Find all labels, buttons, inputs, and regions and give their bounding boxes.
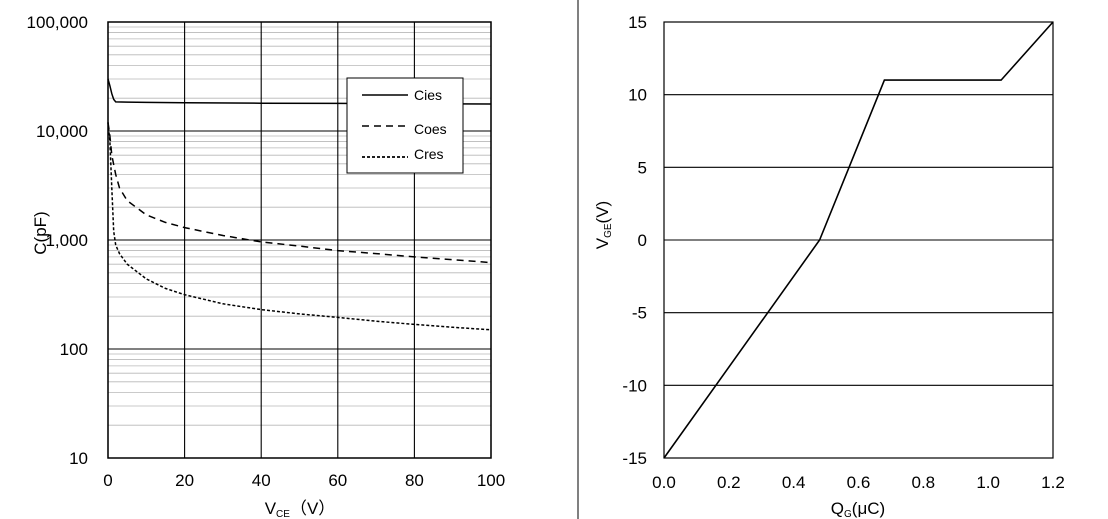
gate-charge-x-axis-label: QG(μC) [831,499,885,519]
legend-label-cres: Cres [414,146,444,162]
y-tick-label: -5 [632,304,647,323]
capacitance-x-axis-label: VCE（V） [265,499,336,519]
x-tick-label: 60 [328,471,347,490]
x-tick-label: 20 [175,471,194,490]
x-tick-label: 0.4 [782,473,806,492]
x-tick-label: 0.0 [652,473,676,492]
y-tick-label: 10 [628,86,647,105]
capacitance-chart: 0 20 40 60 80 100 10 100 1,000 10,000 100,000 Cie… [27,13,506,519]
gate-charge-series [663,21,1054,459]
capacitance-legend: Cies Coes Cres [346,77,464,174]
capacitance-y-axis-label: C(pF) [31,211,50,254]
gate-charge-y-axis-label: VGE(V) [593,201,614,249]
x-tick-label: 1.2 [1041,473,1065,492]
x-tick-label: 0.8 [912,473,936,492]
series-cres [107,122,492,331]
y-tick-label: 5 [638,158,647,177]
gate-charge-x-ticks: 0.0 0.2 0.4 0.6 0.8 1.0 1.2 [652,473,1065,492]
y-tick-label: 100,000 [27,13,88,32]
y-tick-label: 15 [628,13,647,32]
y-tick-label: -15 [622,449,647,468]
x-tick-label: 80 [405,471,424,490]
x-tick-label: 1.0 [976,473,1000,492]
capacitance-plot-frame [107,21,492,459]
gate-charge-y-ticks: -15 -10 -5 0 5 10 15 [622,13,647,468]
legend-label-cies: Cies [414,87,442,103]
legend-label-coes: Coes [414,121,447,137]
x-tick-label: 0.2 [717,473,741,492]
y-tick-label: 0 [638,231,647,250]
y-tick-label: 10 [69,449,88,468]
series-vge-curve [663,21,1054,459]
series-coes [107,122,492,264]
x-tick-label: 0.6 [847,473,871,492]
gate-charge-plot-frame [663,21,1054,459]
x-tick-label: 40 [252,471,271,490]
y-tick-label: 1,000 [45,231,88,250]
gate-charge-chart: 0.0 0.2 0.4 0.6 0.8 1.0 1.2 -15 -10 -5 0 5 10 15 QG(… [593,13,1065,519]
gate-charge-grid [664,21,1053,459]
capacitance-x-ticks: 0 20 40 60 80 100 [103,471,505,490]
x-tick-label: 0 [103,471,112,490]
y-tick-label: 10,000 [36,122,88,141]
x-tick-label: 100 [477,471,505,490]
capacitance-y-ticks: 10 100 1,000 10,000 100,000 [27,13,88,468]
y-tick-label: -10 [622,376,647,395]
y-tick-label: 100 [60,340,88,359]
